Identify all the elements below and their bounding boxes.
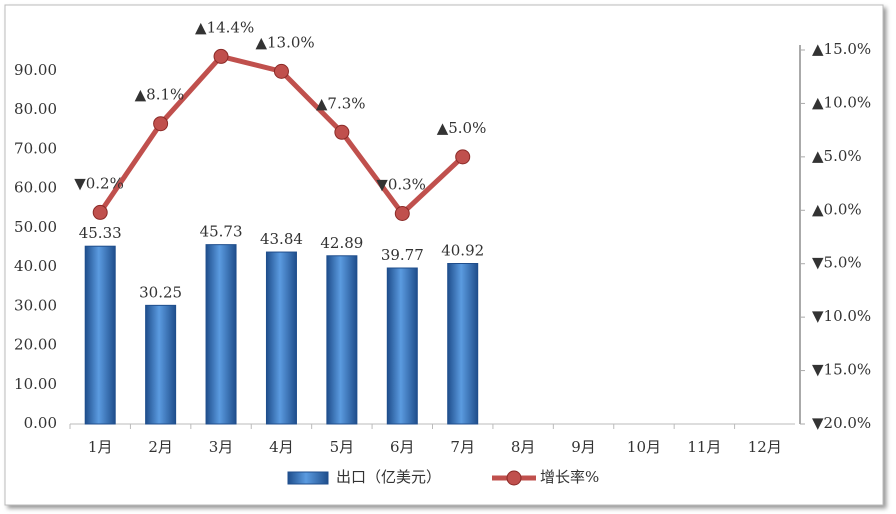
y-tick-label: 80.00 <box>14 100 57 118</box>
bar-label: 39.77 <box>381 246 424 264</box>
bar-label: 30.25 <box>139 283 182 301</box>
line-label: ▲5.0% <box>437 119 487 137</box>
bar-label: 40.92 <box>441 242 484 260</box>
y2-tick-label: ▲0.0% <box>812 200 862 218</box>
y2-tick-label: ▼15.0% <box>812 361 871 379</box>
bar <box>386 267 418 425</box>
x-tick-label: 8月 <box>511 438 536 456</box>
y-tick-label: 30.00 <box>14 296 57 314</box>
y2-tick-label: ▲15.0% <box>812 40 871 58</box>
line-marker <box>213 48 229 64</box>
legend-swatch <box>287 471 329 485</box>
legend-label: 增长率% <box>540 468 599 486</box>
y-tick-label: 70.00 <box>14 139 57 157</box>
y-tick-label: 40.00 <box>14 257 57 275</box>
x-tick-label: 5月 <box>330 438 355 456</box>
bar <box>205 244 237 425</box>
bar-label: 45.73 <box>200 223 243 241</box>
y-tick-label: 50.00 <box>14 218 57 236</box>
x-tick-label: 12月 <box>748 438 782 456</box>
y-tick-label: 0.00 <box>24 414 57 432</box>
line-marker <box>334 124 350 140</box>
y-tick-label: 90.00 <box>14 61 57 79</box>
x-tick-label: 10月 <box>627 438 661 456</box>
line-label: ▼0.3% <box>376 175 426 193</box>
bar-label: 43.84 <box>260 230 303 248</box>
y2-tick-label: ▼10.0% <box>812 307 871 325</box>
y-tick-label: 20.00 <box>14 336 57 354</box>
y2-tick-label: ▲5.0% <box>812 147 862 165</box>
y2-tick-label: ▼20.0% <box>812 414 871 432</box>
bar <box>84 245 116 425</box>
line-marker <box>153 116 169 132</box>
x-tick-label: 9月 <box>571 438 596 456</box>
y2-tick-label: ▼5.0% <box>812 254 862 272</box>
bar-label: 42.89 <box>320 234 363 252</box>
x-tick-label: 7月 <box>450 438 475 456</box>
bar-label: 45.33 <box>79 224 122 242</box>
bar <box>145 304 177 425</box>
y2-tick-label: ▲10.0% <box>812 93 871 111</box>
line-marker <box>273 63 289 79</box>
y-tick-label: 10.00 <box>14 375 57 393</box>
line-label: ▼0.2% <box>74 174 124 192</box>
bar <box>265 251 297 425</box>
line-label: ▲14.4% <box>195 18 254 36</box>
legend-marker <box>506 470 522 486</box>
x-tick-label: 6月 <box>390 438 415 456</box>
x-tick-label: 1月 <box>88 438 113 456</box>
line-marker <box>92 204 108 220</box>
line-marker <box>394 205 410 221</box>
x-tick-label: 3月 <box>209 438 234 456</box>
line-label: ▲13.0% <box>255 33 314 51</box>
line-label: ▲8.1% <box>135 86 185 104</box>
line-marker <box>455 149 471 165</box>
bar <box>326 255 358 425</box>
y-tick-label: 60.00 <box>14 179 57 197</box>
x-tick-label: 11月 <box>687 438 721 456</box>
x-tick-label: 2月 <box>148 438 173 456</box>
line-label: ▲7.3% <box>316 94 366 112</box>
bar <box>447 263 479 425</box>
x-tick-label: 4月 <box>269 438 294 456</box>
legend-label: 出口（亿美元） <box>336 468 441 486</box>
